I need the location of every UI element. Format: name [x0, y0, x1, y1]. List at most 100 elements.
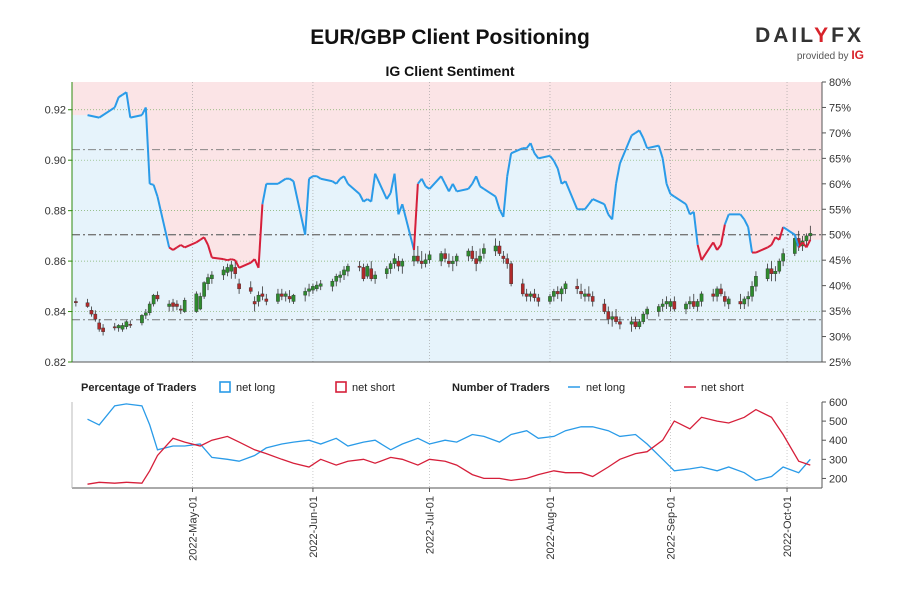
net-long-pct-segment [467, 183, 474, 190]
candle-body [346, 265, 350, 272]
date-tick-label: 2022-Jul-01 [425, 496, 437, 554]
candle-body [264, 298, 269, 302]
net-long-pct-segment [358, 193, 365, 203]
net-long-pct-segment [673, 195, 687, 206]
count-tick-label: 600 [829, 397, 847, 409]
candle-body [590, 296, 595, 302]
net-long-pct-segment [506, 153, 513, 177]
net-long-pct-segment [770, 236, 777, 246]
legend-net-long-label: net long [236, 382, 275, 394]
net-long-pct-segment [538, 154, 551, 160]
net-long-pct-segment [261, 183, 268, 205]
net-long-pct-segment [665, 183, 672, 195]
candle-body [198, 296, 203, 310]
legend-pct-heading: Percentage of Traders [81, 382, 197, 394]
chart-title: EUR/GBP Client Positioning [310, 26, 590, 49]
candle-body [769, 268, 774, 274]
candle-body [303, 291, 307, 296]
candle-body [641, 313, 646, 322]
candle-body [419, 260, 424, 264]
candle-body [396, 260, 401, 267]
net-long-pct-segment [308, 175, 314, 180]
candle-body [691, 301, 696, 307]
sentiment-background [72, 82, 822, 362]
net-long-pct-segment [195, 238, 201, 244]
pct-tick-label: 50% [829, 230, 851, 242]
candle-body [151, 294, 156, 305]
net-long-pct-segment [719, 224, 726, 246]
net-long-pct-segment [130, 114, 143, 119]
net-long-pct-segment [176, 244, 182, 249]
net-long-pct-segment [397, 203, 404, 215]
candle-body [225, 267, 230, 273]
net-long-pct-segment [320, 177, 333, 183]
pct-tick-label: 30% [829, 332, 851, 344]
net-long-pct-segment [479, 185, 485, 190]
candle-body [711, 293, 715, 297]
pct-tick-label: 45% [829, 255, 851, 267]
pct-tick-label: 70% [829, 128, 851, 140]
net-long-pct-segment [362, 198, 368, 203]
net-long-pct-segment [420, 178, 427, 187]
date-tick-label: 2022-Jun-01 [308, 496, 320, 558]
candle-body [478, 255, 482, 262]
net-long-pct-segment [494, 196, 501, 210]
price-tick-label: 0.92 [45, 105, 66, 117]
pct-tick-label: 40% [829, 281, 851, 293]
candle-body [520, 283, 525, 295]
candle-body [338, 274, 342, 278]
net-long-pct-segment [743, 219, 750, 228]
brand-wordmark: DAILYFX [755, 24, 864, 48]
net-long-pct-segment [700, 241, 715, 261]
legend-net-short-label: net short [352, 382, 395, 394]
candle-body [369, 268, 374, 279]
brand-provided-by: provided by IG [797, 48, 864, 62]
net-long-pct-segment [156, 196, 171, 248]
candle-body [283, 293, 288, 297]
net-long-pct-segment [207, 244, 213, 258]
candle-body [528, 293, 533, 297]
candle-body [482, 248, 486, 254]
net-long-pct-segment [335, 178, 341, 185]
pct-tick-label: 25% [829, 357, 851, 369]
candle-body [342, 269, 346, 276]
candle-body [97, 322, 102, 330]
candle-body [563, 283, 568, 290]
net-long-pct-segment [642, 137, 649, 149]
net-long-pct-segment [556, 168, 563, 185]
price-candles [74, 225, 813, 336]
net-long-pct-segment [451, 183, 458, 192]
candle-body [447, 260, 451, 264]
candle-body [388, 263, 393, 269]
candle-body [497, 245, 502, 254]
candle-body [750, 286, 754, 297]
net-long-pct-segment [428, 175, 442, 190]
net-long-pct-segment [184, 241, 197, 249]
count-tick-label: 500 [829, 416, 847, 428]
candle-body [140, 315, 144, 324]
candle-body [505, 258, 510, 264]
candle-body [182, 299, 187, 312]
candle-body [291, 294, 296, 302]
candle-body [742, 298, 747, 305]
candle-body [633, 321, 638, 327]
net-long-pct-segment [227, 258, 232, 262]
trader-count-net-short-line [87, 408, 811, 485]
net-long-pct-segment [778, 226, 785, 241]
candle-body [89, 310, 94, 315]
price-tick-label: 0.88 [45, 206, 66, 218]
net-long-pct-segment [510, 147, 524, 155]
candle-body [501, 255, 506, 259]
price-tick-label: 0.90 [45, 155, 66, 167]
net-long-pct-segment [370, 173, 377, 202]
candle-body [147, 303, 152, 314]
net-long-pct-segment [425, 185, 431, 190]
candle-body [474, 258, 478, 264]
candle-body [493, 245, 498, 252]
count-tick-label: 400 [829, 435, 847, 447]
net-long-pct-segment [234, 259, 240, 269]
candle-body [451, 260, 455, 264]
candle-body [602, 303, 607, 312]
candle-body [315, 284, 319, 290]
net-long-pct-segment [180, 244, 186, 249]
